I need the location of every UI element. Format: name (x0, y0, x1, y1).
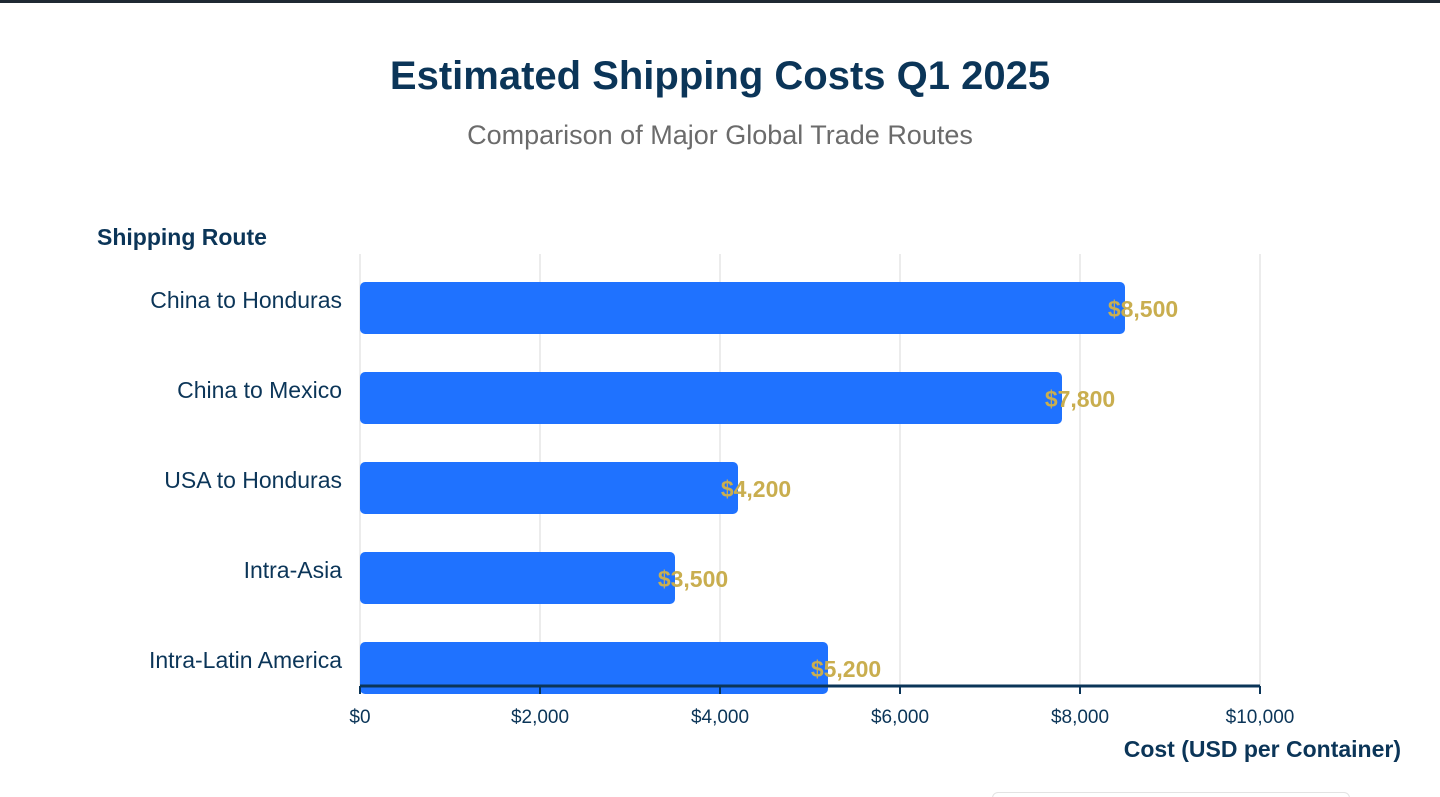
bar (360, 462, 738, 514)
x-axis-title: Cost (USD per Container) (1123, 736, 1401, 762)
x-tick-label: $2,000 (511, 707, 569, 728)
bar-value-label: $7,800 (1045, 386, 1115, 412)
bar (360, 372, 1062, 424)
x-tick-label: $0 (349, 707, 370, 728)
y-category-label: Intra-Latin America (149, 647, 342, 673)
y-category-label: Intra-Asia (244, 557, 343, 583)
bar (360, 282, 1125, 334)
x-tick-label: $10,000 (1226, 707, 1295, 728)
x-tick-label: $6,000 (871, 707, 929, 728)
x-tick-label: $8,000 (1051, 707, 1109, 728)
bar-value-label: $5,200 (811, 656, 881, 682)
bar-value-label: $3,500 (658, 566, 728, 592)
bar (360, 552, 675, 604)
bars (360, 282, 1125, 694)
y-axis-title: Shipping Route (97, 224, 267, 250)
y-category-label: China to Mexico (177, 377, 342, 403)
labels: China to Honduras $8,500 China to Mexico $7… (149, 287, 1178, 682)
chart-title: Estimated Shipping Costs Q1 2025 (389, 54, 1051, 98)
top-border (0, 0, 1440, 3)
corner-panel (992, 792, 1350, 797)
chart-subtitle: Comparison of Major Global Trade Routes (467, 120, 973, 150)
x-tick-label: $4,000 (691, 707, 749, 728)
bar-value-label: $4,200 (721, 476, 791, 502)
y-category-label: China to Honduras (150, 287, 342, 313)
bar (360, 642, 828, 694)
y-category-label: USA to Honduras (164, 467, 342, 493)
bar-value-label: $8,500 (1108, 296, 1178, 322)
x-axis: $0 $2,000 $4,000 $6,000 $8,000 $10,000 (349, 684, 1295, 728)
